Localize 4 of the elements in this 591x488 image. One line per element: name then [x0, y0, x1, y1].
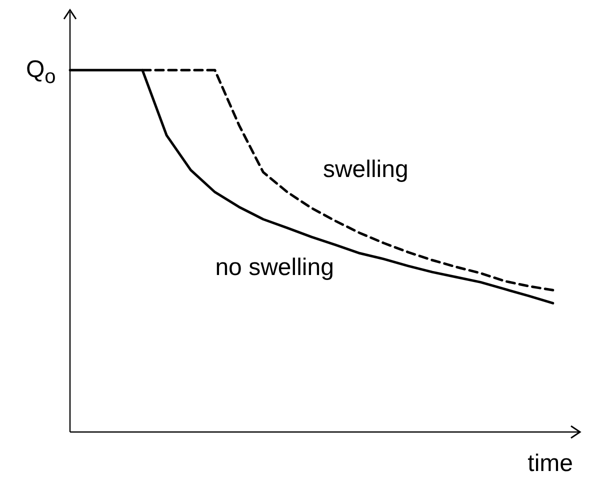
y-axis-title: Q$_{o}$: [26, 56, 56, 89]
series-label: swelling: [322, 156, 408, 183]
x-axis-title: time: [528, 450, 573, 478]
series-label: no swelling: [215, 254, 334, 281]
